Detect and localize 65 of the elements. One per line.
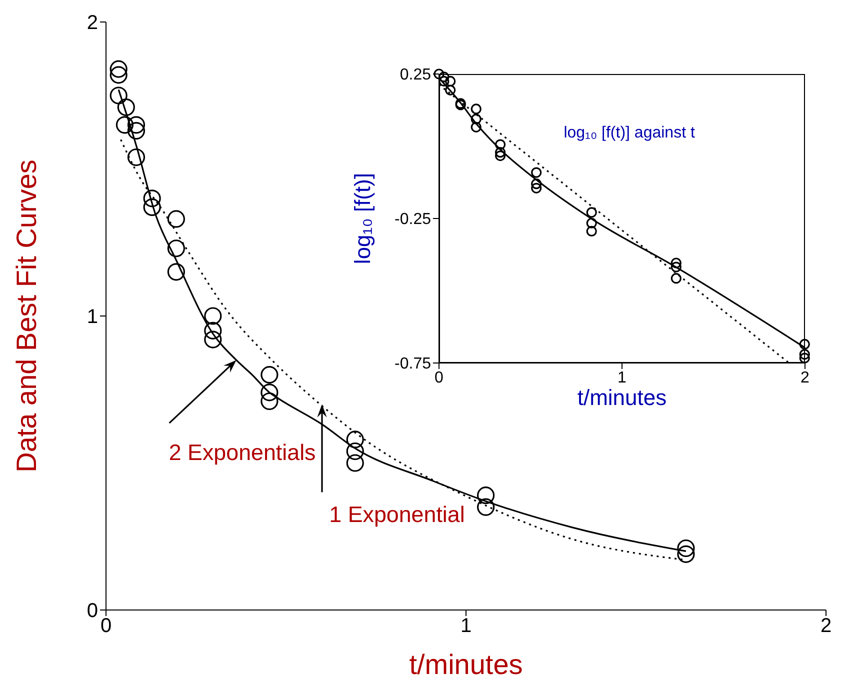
point bbox=[204, 330, 222, 348]
point bbox=[116, 116, 134, 134]
y-tick-label: -0.25 bbox=[394, 211, 432, 228]
point bbox=[495, 139, 506, 150]
point bbox=[110, 60, 128, 78]
point bbox=[117, 98, 135, 116]
point bbox=[677, 545, 695, 563]
x-axis-title: t/minutes bbox=[409, 649, 523, 680]
y-tick-label: 2 bbox=[86, 12, 98, 34]
point bbox=[346, 430, 364, 448]
point bbox=[531, 182, 542, 194]
point bbox=[127, 148, 146, 166]
point bbox=[346, 454, 364, 472]
point bbox=[470, 104, 482, 114]
point bbox=[127, 122, 146, 140]
point bbox=[204, 307, 222, 325]
y-tick-label: 1 bbox=[86, 306, 98, 328]
point bbox=[670, 258, 682, 268]
point bbox=[477, 486, 495, 504]
y-axis-title: Data and Best Fit Curves bbox=[11, 160, 42, 472]
point bbox=[799, 338, 810, 350]
point bbox=[670, 262, 682, 272]
annotation: 1 Exponential bbox=[329, 502, 465, 528]
point bbox=[346, 442, 364, 460]
point bbox=[143, 190, 161, 208]
y-tick-label: 0 bbox=[86, 600, 98, 622]
point bbox=[260, 384, 278, 402]
x-axis-title: t/minutes bbox=[577, 385, 667, 410]
point bbox=[531, 167, 542, 178]
point bbox=[477, 498, 495, 516]
point bbox=[167, 210, 185, 228]
point bbox=[445, 84, 456, 96]
y-tick-label: 0.25 bbox=[400, 66, 432, 84]
point bbox=[167, 263, 185, 281]
x-tick-label: 1 bbox=[460, 615, 472, 638]
point bbox=[470, 114, 482, 124]
point bbox=[110, 66, 128, 84]
y-tick-label: -0.75 bbox=[394, 356, 432, 373]
x-tick-label: 2 bbox=[820, 615, 832, 638]
point bbox=[167, 240, 185, 258]
point bbox=[799, 352, 810, 364]
annotation: 2 Exponentials bbox=[168, 440, 316, 466]
point bbox=[799, 349, 810, 360]
point bbox=[260, 392, 278, 410]
point bbox=[204, 322, 222, 340]
point bbox=[586, 207, 597, 218]
annotation: log₁₀ [f(t)] against t bbox=[564, 124, 696, 142]
point bbox=[531, 178, 542, 190]
point bbox=[670, 273, 682, 284]
x-tick-label: 2 bbox=[800, 369, 810, 386]
point bbox=[260, 366, 278, 384]
point bbox=[127, 116, 146, 134]
y-axis-title: log₁₀ [f(t)] bbox=[350, 172, 375, 264]
point bbox=[586, 218, 597, 228]
point bbox=[586, 226, 597, 237]
point bbox=[445, 76, 456, 87]
point bbox=[677, 539, 695, 558]
point bbox=[110, 86, 128, 104]
x-tick-label: 0 bbox=[434, 369, 444, 386]
point bbox=[495, 147, 506, 158]
point bbox=[470, 122, 482, 132]
x-tick-label: 1 bbox=[618, 369, 627, 386]
point bbox=[143, 198, 161, 216]
point bbox=[495, 150, 506, 162]
point bbox=[438, 76, 450, 87]
